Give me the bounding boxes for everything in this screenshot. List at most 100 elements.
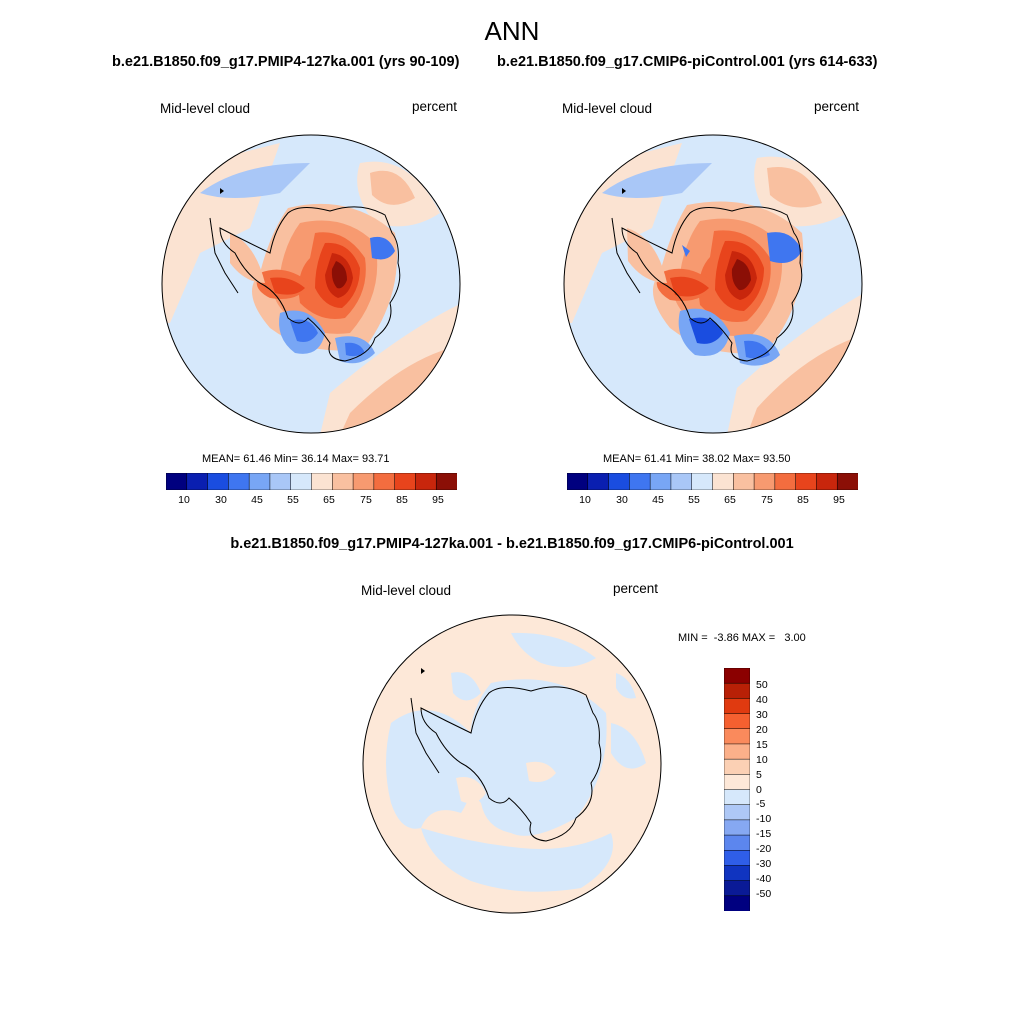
colorbar-swatch (795, 473, 817, 490)
colorbar-swatch (724, 895, 750, 911)
colorbar-swatch (724, 758, 750, 775)
colorbar-swatch (724, 880, 750, 897)
colorbar-swatch (724, 834, 750, 851)
diff-tick: -20 (756, 843, 772, 855)
colorbar-swatch (415, 473, 437, 490)
panel-1-min-value: 36.14 (301, 453, 329, 465)
panel-2-tick: 55 (688, 494, 700, 506)
colorbar-swatch (691, 473, 714, 490)
panel-2-tick: 65 (724, 494, 736, 506)
colorbar-swatch (712, 473, 734, 490)
colorbar-swatch (733, 473, 755, 490)
colorbar-swatch (166, 473, 188, 490)
colorbar-swatch (836, 473, 858, 490)
diff-tick: -30 (756, 858, 772, 870)
diff-tick: -5 (756, 798, 766, 810)
panel-1-variable: Mid-level cloud (160, 101, 251, 116)
panel-2-variable: Mid-level cloud (562, 101, 653, 116)
colorbar-swatch (724, 668, 750, 684)
diff-tick: 0 (756, 784, 762, 796)
colorbar-swatch (724, 850, 750, 866)
colorbar-swatch (724, 698, 750, 715)
diff-tick: -10 (756, 813, 772, 825)
panel-1-units: percent (412, 99, 458, 114)
diff-tick: 20 (756, 724, 768, 736)
colorbar-swatch (724, 713, 750, 730)
diff-panel-map (362, 614, 662, 914)
panel-2-title: b.e21.B1850.f09_g17.CMIP6-piControl.001 … (497, 54, 878, 70)
colorbar-swatch (373, 473, 396, 490)
panel-1-tick: 95 (432, 494, 444, 506)
colorbar-swatch (352, 473, 375, 490)
panel-2-tick: 45 (652, 494, 664, 506)
diff-panel-title: b.e21.B1850.f09_g17.PMIP4-127ka.001 - b.… (230, 536, 794, 552)
colorbar-swatch (269, 473, 292, 490)
panel-1-max-label: Max= (331, 453, 359, 465)
panel-1-tick: 75 (360, 494, 372, 506)
colorbar-swatch (724, 774, 750, 791)
colorbar-swatch (753, 473, 776, 490)
colorbar-swatch (228, 473, 250, 490)
colorbar-swatch (774, 473, 797, 490)
diff-tick: -15 (756, 828, 772, 840)
diff-tick: 50 (756, 679, 768, 691)
panel-2-tick: 95 (833, 494, 845, 506)
panel-1-stats: MEAN= 61.46 Min= 36.14 Max= 93.71 (202, 453, 390, 465)
colorbar-swatch (186, 473, 209, 490)
diff-tick: 15 (756, 739, 768, 751)
panel-2-min-value: 38.02 (702, 453, 730, 465)
colorbar-swatch (816, 473, 838, 490)
diff-min-max: MIN = -3.86 MAX = 3.00 (678, 632, 806, 644)
panel-1-max-value: 93.71 (361, 453, 390, 465)
panel-2-mean-value: 61.41 (644, 453, 672, 465)
diff-tick: -40 (756, 873, 772, 885)
panel-2-colorbar (567, 473, 858, 490)
panel-1-map (161, 134, 461, 434)
colorbar-swatch (394, 473, 416, 490)
diff-tick: 30 (756, 709, 768, 721)
panel-1-mean-label: MEAN= (202, 453, 241, 465)
diff-panel-units: percent (613, 581, 659, 596)
diff-tick: 5 (756, 769, 762, 781)
colorbar-swatch (670, 473, 693, 490)
panel-1-mean-value: 61.46 (243, 453, 271, 465)
colorbar-swatch (724, 865, 750, 882)
colorbar-swatch (290, 473, 313, 490)
panel-2-map (563, 134, 863, 434)
colorbar-swatch (332, 473, 354, 490)
panel-2-units: percent (814, 99, 860, 114)
diff-colorbar (724, 668, 750, 911)
diff-tick: 10 (756, 754, 768, 766)
colorbar-swatch (649, 473, 672, 490)
panel-2-mean-label: MEAN= (603, 453, 642, 465)
panel-1-title: b.e21.B1850.f09_g17.PMIP4-127ka.001 (yrs… (112, 54, 460, 70)
panel-2-tick: 85 (797, 494, 809, 506)
diff-tick: -50 (756, 888, 772, 900)
panel-1-colorbar (166, 473, 457, 490)
diff-tick: 40 (756, 694, 768, 706)
panel-1-tick: 65 (323, 494, 335, 506)
panel-1-tick: 10 (178, 494, 190, 506)
panel-1-tick: 85 (396, 494, 408, 506)
panel-2-max-label: Max= (732, 453, 760, 465)
main-title: ANN (484, 16, 540, 46)
panel-1-min-label: Min= (273, 453, 299, 465)
colorbar-swatch (724, 819, 750, 836)
colorbar-swatch (608, 473, 630, 490)
colorbar-swatch (207, 473, 229, 490)
colorbar-swatch (567, 473, 589, 490)
colorbar-swatch (629, 473, 651, 490)
colorbar-swatch (311, 473, 333, 490)
panel-2-min-label: Min= (674, 453, 700, 465)
colorbar-swatch (435, 473, 457, 490)
panel-2-tick: 75 (761, 494, 773, 506)
colorbar-swatch (724, 682, 750, 699)
colorbar-swatch (724, 804, 750, 821)
colorbar-swatch (724, 743, 750, 760)
panel-2-stats: MEAN= 61.41 Min= 38.02 Max= 93.50 (603, 453, 791, 465)
diff-panel-variable: Mid-level cloud (361, 583, 452, 598)
panel-2-max-value: 93.50 (762, 453, 791, 465)
panel-2-tick: 30 (616, 494, 628, 506)
colorbar-swatch (587, 473, 610, 490)
colorbar-swatch (724, 789, 750, 806)
